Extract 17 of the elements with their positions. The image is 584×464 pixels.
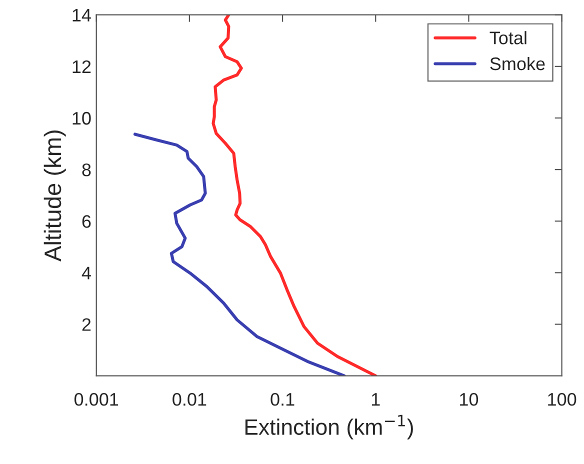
y-tick-label: 14 bbox=[72, 8, 91, 22]
legend-label: Total bbox=[490, 31, 526, 44]
y-tick-label: 2 bbox=[82, 318, 91, 331]
y-axis-title: Altitude (km) bbox=[44, 130, 66, 262]
legend-label: Smoke bbox=[490, 56, 545, 70]
x-tick-label: 0.1 bbox=[270, 392, 294, 406]
x-tick-label: 0.01 bbox=[172, 392, 206, 406]
y-tick-label: 10 bbox=[72, 112, 91, 125]
x-tick-label: 1 bbox=[372, 393, 380, 406]
y-tick-label: 8 bbox=[82, 163, 91, 176]
y-tick-label: 6 bbox=[82, 215, 91, 228]
x-tick-label: 10 bbox=[460, 392, 478, 406]
x-tick-label: 100 bbox=[548, 392, 576, 406]
x-tick-label: 0.001 bbox=[74, 392, 118, 406]
y-tick-label: 4 bbox=[82, 266, 91, 280]
x-axis-title: Extinction (km$^{−1}$) bbox=[245, 414, 413, 440]
y-tick-label: 12 bbox=[72, 60, 91, 73]
